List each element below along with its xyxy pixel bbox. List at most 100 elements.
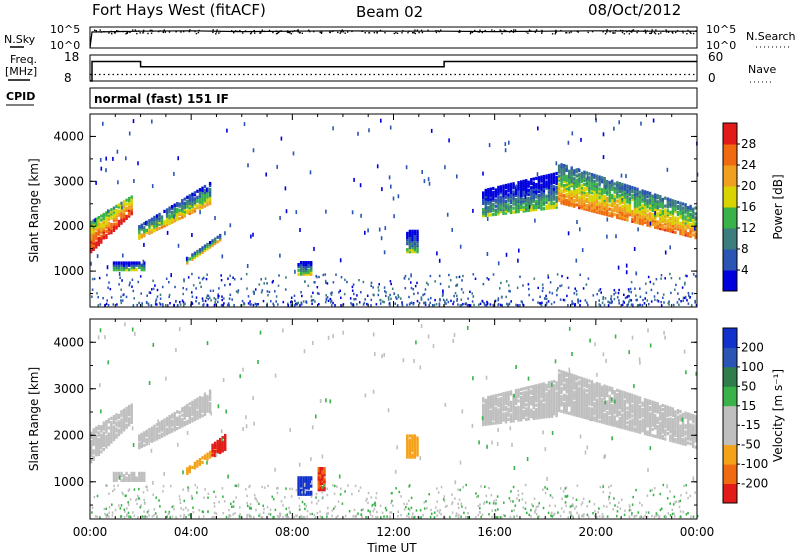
power-echo-cell [583, 188, 586, 193]
power-speckle [545, 297, 548, 301]
power-speckle [644, 297, 646, 300]
power-echo-cell [489, 191, 492, 195]
power-sparse-echo [144, 221, 147, 226]
velocity-echo-cell [110, 438, 113, 442]
power-echo-cell [527, 206, 530, 210]
power-echo-cell [115, 224, 118, 228]
power-echo-cell [694, 226, 697, 230]
power-speckle [125, 295, 128, 299]
power-echo-cell [170, 205, 174, 209]
velocity-echo-cell [598, 411, 601, 415]
velocity-echo-cell [651, 413, 654, 417]
power-speckle [547, 300, 550, 303]
power-echo-cell [654, 193, 657, 197]
power-echo-cell [135, 261, 138, 265]
velocity-echo-cell [676, 411, 680, 415]
velocity-echo-cell [143, 433, 146, 437]
velocity-echo-cell [583, 401, 586, 405]
nsky-point [219, 30, 221, 33]
power-echo-cell [628, 197, 632, 201]
power-echo-cell [520, 184, 523, 188]
power-echo-cell [616, 185, 619, 189]
power-echo-cell [125, 268, 128, 272]
power-echo-cell [648, 191, 652, 195]
nsearch-label: N.Search [746, 30, 796, 43]
velocity-echo-cell [590, 390, 594, 394]
velocity-echo-cell [140, 442, 143, 447]
power-echo-cell [694, 216, 697, 220]
velocity-echo-cell [317, 467, 320, 471]
velocity-echo-cell [216, 444, 219, 448]
power-speckle [602, 297, 604, 301]
power-echo-cell [616, 207, 619, 211]
nsky-point [162, 31, 164, 34]
power-echo-cell [484, 213, 487, 218]
power-echo-cell [608, 184, 611, 189]
velocity-echo-cell [694, 423, 697, 427]
power-echo-cell [117, 224, 121, 228]
velocity-echo-cell [482, 405, 485, 409]
power-echo-cell [487, 205, 490, 209]
velocity-echo-cell [201, 407, 204, 411]
power-echo-cell [502, 198, 505, 202]
velocity-echo-cell [666, 411, 670, 415]
velocity-echo-cell [208, 402, 212, 406]
velocity-echo-cell [120, 430, 123, 434]
power-echo-cell [565, 192, 568, 196]
velocity-echo-cell [694, 414, 697, 419]
power-echo-cell [127, 208, 131, 212]
power-echo-cell [514, 204, 518, 208]
power-echo-cell [563, 164, 566, 168]
velocity-echo-cell [570, 404, 573, 408]
power-sparse-echo [472, 208, 474, 213]
power-speckle [656, 299, 659, 302]
power-speckle [118, 283, 120, 286]
velocity-echo-cell [691, 416, 695, 420]
power-echo-cell [626, 192, 629, 196]
power-echo-cell [618, 212, 621, 216]
velocity-echo-cell [497, 416, 500, 421]
velocity-echo-cell [588, 379, 591, 383]
power-echo-cell [97, 226, 100, 230]
power-echo-cell [497, 204, 500, 208]
velocity-echo-cell [580, 393, 584, 398]
velocity-echo-cell [600, 404, 604, 408]
power-echo-cell [517, 208, 520, 212]
velocity-echo-cell [487, 412, 490, 416]
velocity-echo-cell [651, 417, 654, 421]
velocity-echo-cell [547, 391, 551, 395]
power-speckle [220, 303, 223, 307]
power-echo-cell [565, 164, 568, 168]
nsky-point [126, 32, 128, 34]
power-echo-cell [651, 196, 654, 200]
velocity-echo-cell [206, 457, 209, 461]
power-echo-cell [165, 208, 169, 212]
velocity-echo-cell [618, 406, 621, 410]
velocity-echo-cell [120, 474, 123, 478]
power-speckle [442, 289, 444, 292]
power-echo-cell [127, 263, 131, 267]
power-echo-cell [621, 194, 624, 199]
power-echo-cell [92, 241, 95, 245]
velocity-echo-cell [684, 436, 687, 440]
power-speckle [462, 302, 464, 306]
power-echo-cell [578, 185, 581, 189]
nsky-point [351, 30, 353, 33]
velocity-echo-cell [600, 402, 604, 406]
power-speckle [690, 304, 693, 307]
power-echo-cell [669, 223, 672, 227]
velocity-echo-cell [97, 433, 100, 437]
power-echo-cell [520, 207, 523, 211]
power-echo-cell [646, 213, 649, 217]
velocity-echo-cell [669, 408, 672, 412]
power-echo-cell [193, 251, 197, 255]
power-echo-cell [188, 198, 191, 202]
power-echo-cell [105, 219, 108, 223]
velocity-echo-cell [492, 398, 495, 402]
power-echo-cell [416, 246, 419, 250]
power-echo-cell [95, 227, 98, 231]
power-echo-cell [563, 202, 566, 206]
velocity-echo-cell [221, 444, 224, 449]
power-echo-cell [188, 211, 191, 216]
velocity-echo-cell [297, 476, 300, 480]
